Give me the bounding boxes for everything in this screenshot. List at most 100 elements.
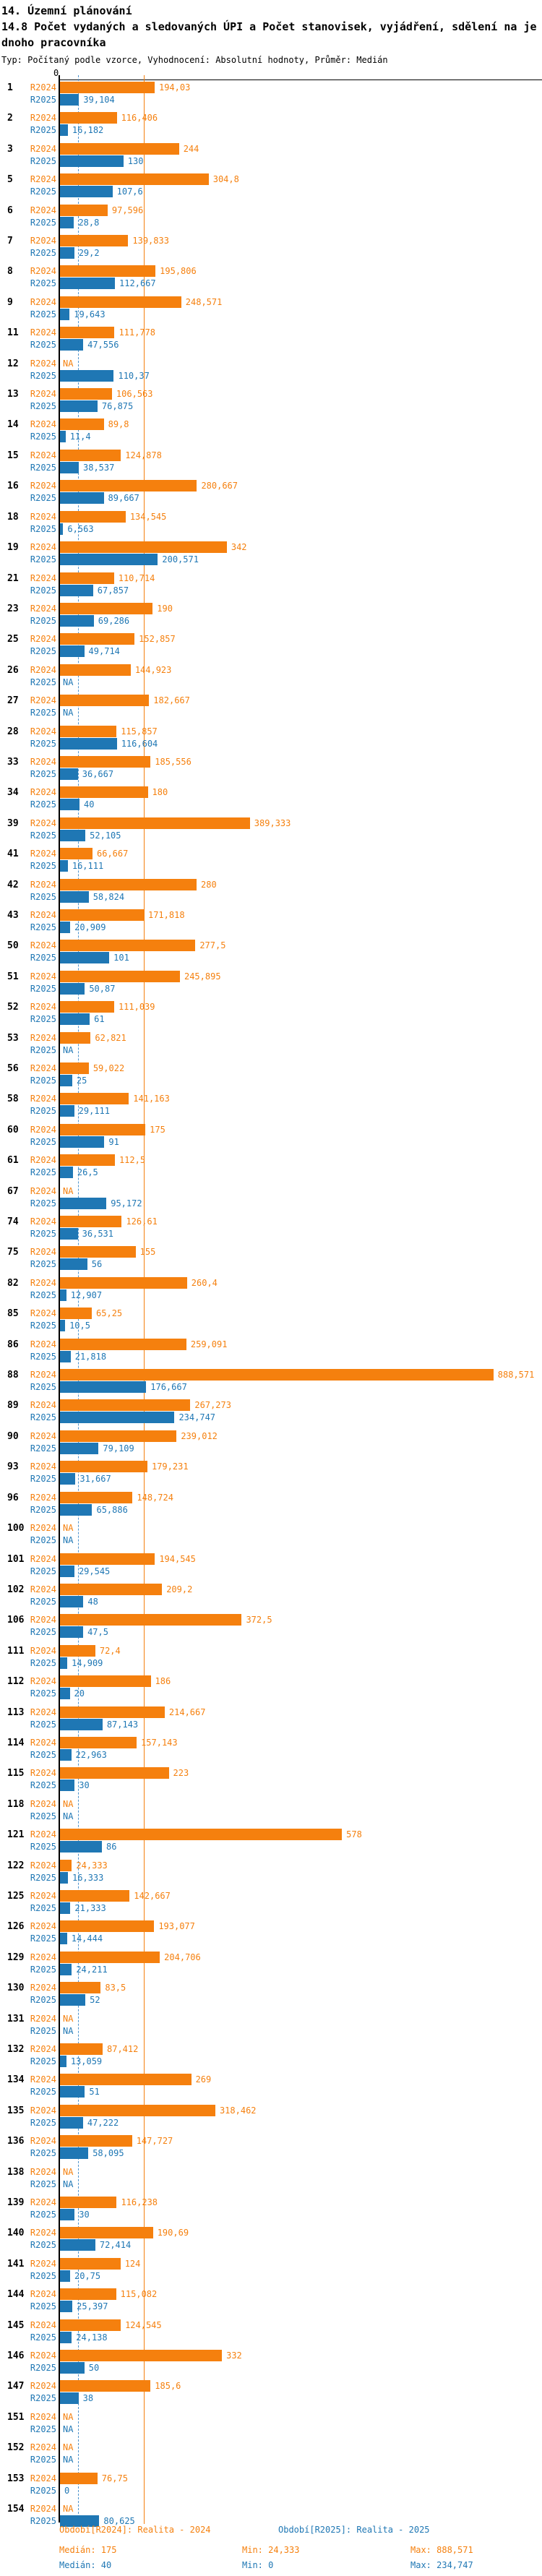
series-label-r2025: R2025 (30, 1627, 56, 1638)
bar-line-r2025: R2025 NA (0, 2025, 542, 2037)
series-label-r2024: R2024 (30, 1553, 56, 1564)
series-label-r2025: R2025 (30, 2117, 56, 2128)
bar-r2025 (60, 124, 68, 137)
bar-r2025 (60, 1595, 84, 1607)
row-id-label: 8 (7, 266, 13, 278)
chart-row-2: 2 R2024 116,406 R2025 16,182 (0, 112, 542, 142)
chart-row-113: 113 R2024 214,667 R2025 87,143 (0, 1706, 542, 1737)
series-label-r2024: R2024 (30, 266, 56, 277)
bar-r2024 (60, 82, 155, 93)
bar-r2025 (60, 890, 89, 903)
value-label: 40 (84, 799, 95, 810)
bar-r2024 (60, 388, 112, 400)
value-label: 139,833 (132, 236, 169, 246)
chart-row-134: 134 R2024 269 R2025 51 (0, 2074, 542, 2104)
series-label-r2024: R2024 (30, 82, 56, 93)
value-label: 888,571 (497, 1370, 535, 1381)
row-id-label: 151 (7, 2411, 25, 2423)
series-label-r2024: R2024 (30, 634, 56, 645)
chart-row-23: 23 R2024 190 R2025 69,286 (0, 602, 542, 633)
bar-r2025 (60, 2239, 95, 2251)
bar-line-r2025: R2025 39,104 (0, 94, 542, 106)
max-r2025: Max: 234,747 (410, 2560, 473, 2570)
chart-row-90: 90 R2024 239,012 R2025 79,109 (0, 1430, 542, 1461)
value-label: 111,039 (118, 1002, 155, 1013)
value-label: 72,414 (99, 2240, 132, 2251)
value-label: 0 (64, 2485, 70, 2496)
bar-r2024 (60, 725, 117, 737)
value-label: 48 (87, 1596, 98, 1607)
series-label-r2025: R2025 (30, 2087, 56, 2098)
series-label-r2025: R2025 (30, 1566, 56, 1576)
row-id-label: 7 (7, 236, 13, 247)
bar-r2025 (60, 1258, 87, 1271)
bar-line-r2024: R2024 NA (0, 2411, 542, 2423)
bar-r2025 (60, 614, 94, 627)
bar-r2024 (60, 2135, 132, 2147)
row-id-label: 60 (7, 1124, 19, 1135)
bar-line-r2024: R2024 389,333 (0, 817, 542, 829)
series-label-r2025: R2025 (30, 1321, 56, 1331)
bar-line-r2024: R2024 245,895 (0, 970, 542, 982)
bar-r2025 (60, 2331, 72, 2343)
chart-row-131: 131 R2024 NA R2025 NA (0, 2013, 542, 2043)
series-label-r2024: R2024 (30, 1983, 56, 1993)
value-label: 69,286 (98, 615, 130, 626)
bar-line-r2024: R2024 267,273 (0, 1399, 542, 1412)
value-label: 30 (79, 2210, 90, 2220)
bar-r2024 (60, 142, 179, 155)
series-label-r2025: R2025 (30, 2485, 56, 2496)
bar-line-r2024: R2024 193,077 (0, 1920, 542, 1933)
bar-line-r2025: R2025 30 (0, 2209, 542, 2221)
series-label-r2024: R2024 (30, 419, 56, 430)
bar-r2025 (60, 829, 86, 841)
series-label-r2024: R2024 (30, 1094, 56, 1104)
bar-r2024 (60, 1369, 494, 1381)
value-label: 25 (76, 1076, 87, 1086)
value-label: 239,012 (181, 1430, 218, 1441)
value-label: 277,5 (199, 940, 226, 951)
bar-line-r2025: R2025 91 (0, 1135, 542, 1148)
series-label-r2024: R2024 (30, 879, 56, 890)
row-id-label: 145 (7, 2319, 25, 2331)
row-id-label: 88 (7, 1370, 19, 1381)
chart-row-52: 52 R2024 111,039 R2025 61 (0, 1001, 542, 1031)
bar-r2024 (60, 2074, 192, 2086)
bar-line-r2024: R2024 209,2 (0, 1583, 542, 1595)
bar-r2024 (60, 909, 144, 921)
bar-r2025 (60, 1105, 74, 1117)
value-label: 52 (90, 1995, 100, 2006)
row-id-label: 96 (7, 1492, 19, 1503)
series-label-r2025: R2025 (30, 340, 56, 351)
bar-r2025 (60, 1442, 99, 1454)
bar-r2024 (60, 1859, 72, 1871)
bar-r2025 (60, 2270, 70, 2282)
series-label-r2024: R2024 (30, 174, 56, 185)
value-label: 52,105 (90, 830, 121, 841)
series-label-r2024: R2024 (30, 603, 56, 614)
bar-r2025 (60, 369, 114, 382)
row-id-label: 11 (7, 327, 19, 339)
bar-r2025 (60, 982, 85, 995)
row-id-label: 106 (7, 1615, 25, 1626)
chart-row-129: 129 R2024 204,706 R2025 24,211 (0, 1951, 542, 1982)
page-subtitle: 14.8 Počet vydaných a sledovaných ÚPI a … (1, 20, 537, 49)
row-id-label: 67 (7, 1185, 19, 1197)
series-label-r2025: R2025 (30, 1167, 56, 1178)
bar-line-r2024: R2024 59,022 (0, 1062, 542, 1074)
bar-r2025 (60, 1228, 78, 1240)
bar-r2024 (60, 695, 150, 707)
value-label: 39,104 (83, 95, 115, 105)
bar-r2024 (60, 786, 148, 799)
bar-line-r2024: R2024 204,706 (0, 1951, 542, 1963)
series-label-r2025: R2025 (30, 1964, 56, 1975)
bar-r2025 (60, 1350, 71, 1362)
bar-line-r2024: R2024 280 (0, 878, 542, 890)
value-label-na: NA (63, 2504, 74, 2515)
series-label-r2025: R2025 (30, 1474, 56, 1485)
bar-line-r2024: R2024 NA (0, 358, 542, 369)
series-label-r2024: R2024 (30, 1492, 56, 1503)
value-label-na: NA (63, 677, 74, 687)
series-label-r2024: R2024 (30, 236, 56, 246)
bar-line-r2024: R2024 NA (0, 2013, 542, 2025)
